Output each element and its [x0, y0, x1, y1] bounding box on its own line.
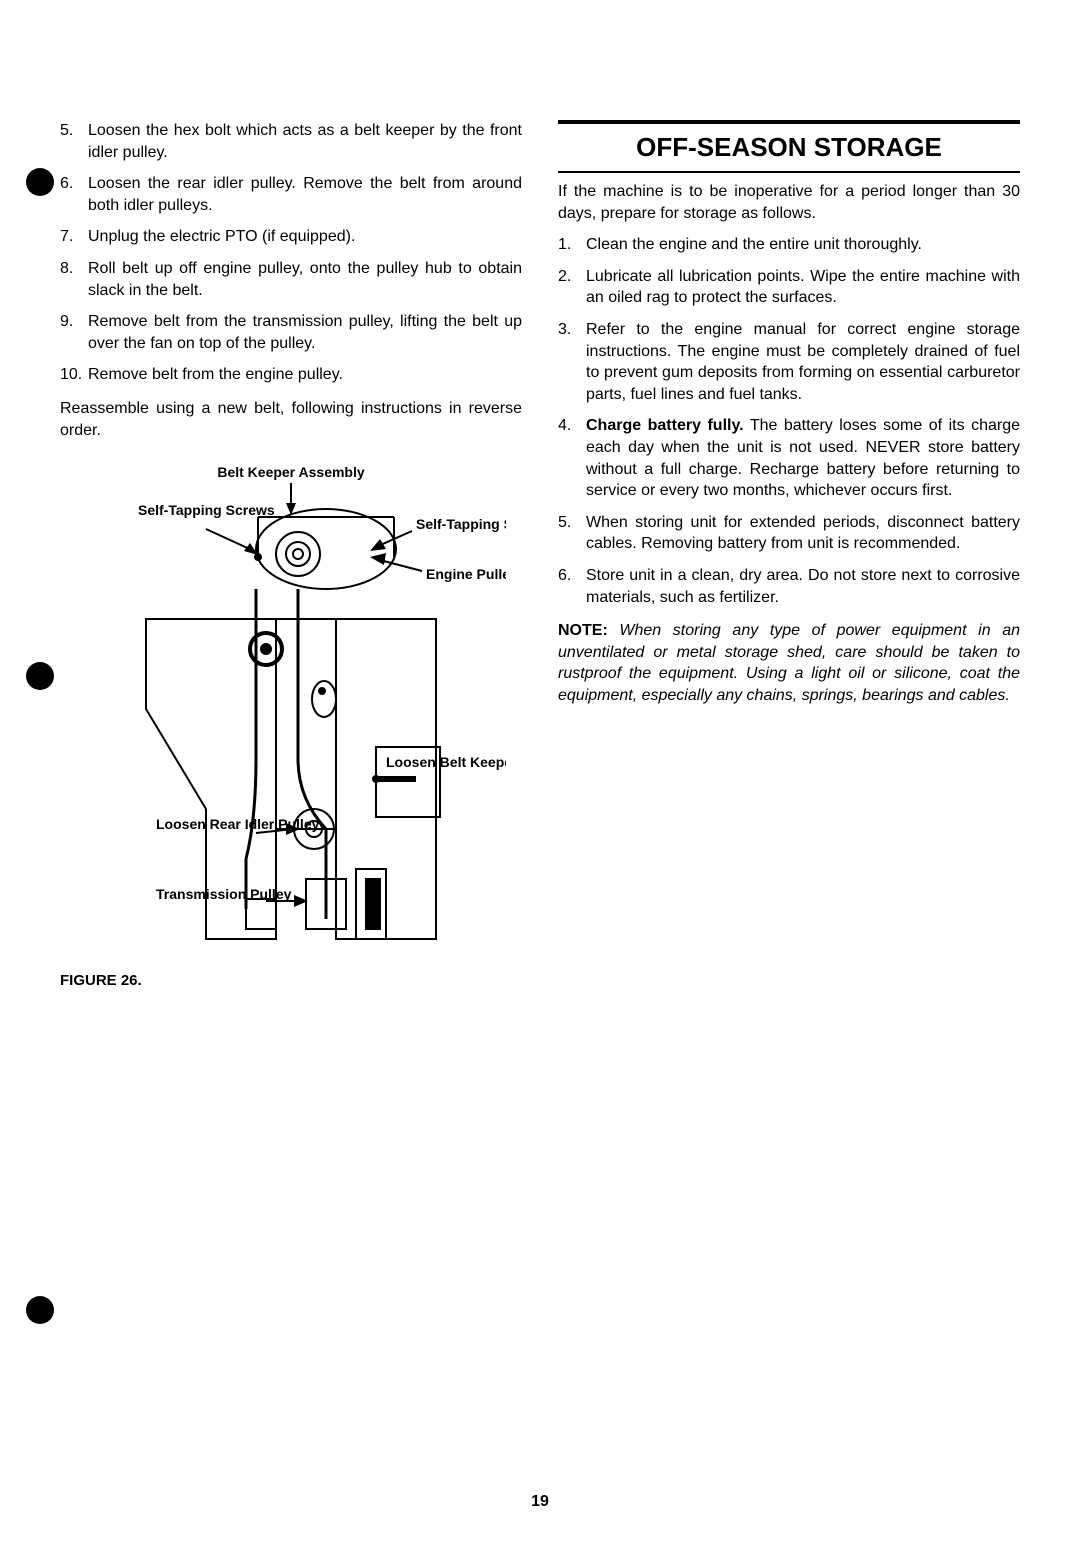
step-text: Remove belt from the transmission pulley…	[88, 311, 522, 354]
step-item: 8.Roll belt up off engine pulley, onto t…	[60, 258, 522, 301]
step-text: Remove belt from the engine pulley.	[88, 364, 522, 386]
step-number: 8.	[60, 258, 88, 301]
step-number: 4.	[558, 415, 586, 501]
step-number: 6.	[60, 173, 88, 216]
step-number: 6.	[558, 565, 586, 608]
step-item: 2.Lubricate all lubrication points. Wipe…	[558, 266, 1020, 309]
right-steps-list: 1.Clean the engine and the entire unit t…	[558, 234, 1020, 608]
step-number: 3.	[558, 319, 586, 405]
step-bold-prefix: Charge battery fully.	[586, 417, 744, 434]
label-loosen-belt-keeper: Loosen Belt Keeper	[386, 754, 506, 770]
step-item: 5.Loosen the hex bolt which acts as a be…	[60, 120, 522, 163]
label-transmission-pulley: Transmission Pulley	[156, 886, 292, 902]
step-text: Loosen the rear idler pulley. Remove the…	[88, 173, 522, 216]
step-item: 1.Clean the engine and the entire unit t…	[558, 234, 1020, 256]
step-item: 9.Remove belt from the transmission pull…	[60, 311, 522, 354]
step-item: 4.Charge battery fully. The battery lose…	[558, 415, 1020, 501]
punch-hole-icon	[26, 168, 54, 196]
step-number: 1.	[558, 234, 586, 256]
label-engine-pulley: Engine Pulley	[426, 566, 506, 582]
left-steps-list: 5.Loosen the hex bolt which acts as a be…	[60, 120, 522, 386]
step-text: Clean the engine and the entire unit tho…	[586, 234, 1020, 256]
label-self-tapping-right: Self-Tapping Screws	[416, 516, 506, 532]
storage-note: NOTE: When storing any type of power equ…	[558, 620, 1020, 706]
storage-intro: If the machine is to be inoperative for …	[558, 181, 1020, 224]
note-label: NOTE:	[558, 622, 608, 639]
reassemble-paragraph: Reassemble using a new belt, following i…	[60, 398, 522, 441]
label-belt-keeper-assembly: Belt Keeper Assembly	[217, 464, 365, 480]
punch-hole-icon	[26, 662, 54, 690]
step-number: 9.	[60, 311, 88, 354]
step-text: Loosen the hex bolt which acts as a belt…	[88, 120, 522, 163]
two-column-layout: 5.Loosen the hex bolt which acts as a be…	[60, 120, 1020, 1005]
step-number: 7.	[60, 226, 88, 248]
step-number: 2.	[558, 266, 586, 309]
punch-hole-icon	[26, 1296, 54, 1324]
step-item: 10.Remove belt from the engine pulley.	[60, 364, 522, 386]
step-text: Roll belt up off engine pulley, onto the…	[88, 258, 522, 301]
step-item: 7.Unplug the electric PTO (if equipped).	[60, 226, 522, 248]
step-number: 5.	[558, 512, 586, 555]
step-text: When storing unit for extended periods, …	[586, 512, 1020, 555]
step-item: 3.Refer to the engine manual for correct…	[558, 319, 1020, 405]
note-body: When storing any type of power equipment…	[558, 622, 1020, 704]
figure-26-diagram: Belt Keeper Assembly Self-Tapping Screws	[76, 459, 506, 959]
section-heading-off-season-storage: OFF-SEASON STORAGE	[558, 120, 1020, 173]
figure-caption: FIGURE 26.	[60, 971, 522, 991]
step-item: 6.Loosen the rear idler pulley. Remove t…	[60, 173, 522, 216]
step-text: Store unit in a clean, dry area. Do not …	[586, 565, 1020, 608]
step-text: Unplug the electric PTO (if equipped).	[88, 226, 522, 248]
step-item: 5.When storing unit for extended periods…	[558, 512, 1020, 555]
left-column: 5.Loosen the hex bolt which acts as a be…	[60, 120, 522, 1005]
step-number: 10.	[60, 364, 88, 386]
step-text: Lubricate all lubrication points. Wipe t…	[586, 266, 1020, 309]
right-column: OFF-SEASON STORAGE If the machine is to …	[558, 120, 1020, 1005]
page-number: 19	[531, 1491, 549, 1513]
step-number: 5.	[60, 120, 88, 163]
step-item: 6.Store unit in a clean, dry area. Do no…	[558, 565, 1020, 608]
label-self-tapping-left: Self-Tapping Screws	[138, 502, 275, 518]
figure-26: Belt Keeper Assembly Self-Tapping Screws	[60, 459, 522, 991]
step-text: Charge battery fully. The battery loses …	[586, 415, 1020, 501]
step-text: Refer to the engine manual for correct e…	[586, 319, 1020, 405]
